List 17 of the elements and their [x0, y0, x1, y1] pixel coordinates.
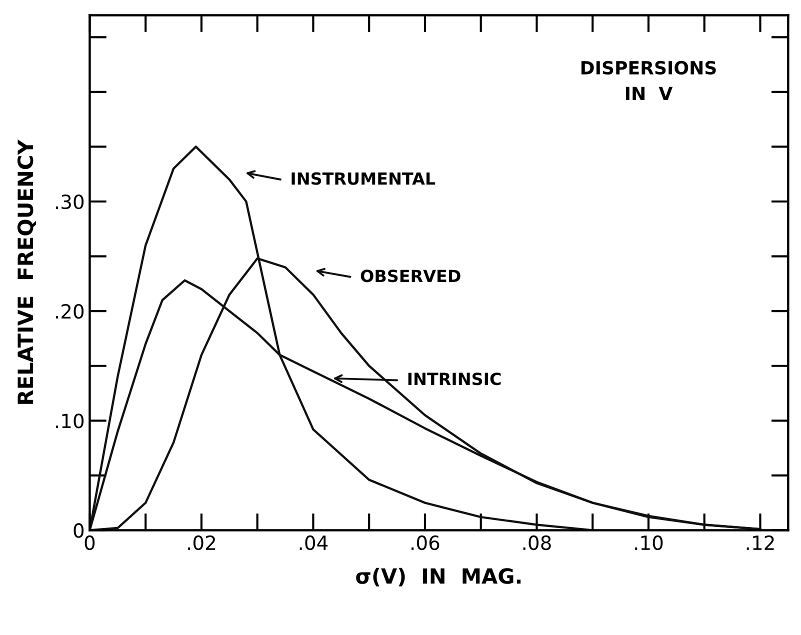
annotation: DISPERSIONS IN V: [581, 60, 716, 100]
y-tick-label: 0: [74, 523, 84, 538]
x-axis-title: σ(V) IN MAG.: [356, 568, 521, 586]
y-tick-label: .20: [56, 304, 84, 319]
x-tick-label: 0: [84, 535, 95, 550]
x-tick-label: .02: [188, 535, 215, 550]
x-tick-label: .10: [635, 535, 663, 550]
x-tick-label: .08: [523, 535, 551, 550]
annotation: OBSERVED: [360, 270, 460, 282]
annotation: INSTRUMENTAL: [292, 172, 436, 185]
x-tick-label: .04: [300, 535, 328, 550]
y-axis-title: RELATIVE FREQUENCY: [17, 140, 36, 404]
annotation: INTRINSIC: [408, 372, 501, 386]
y-tick-label: .10: [56, 414, 84, 428]
y-tick-label: .30: [56, 194, 84, 210]
x-tick-label: .12: [746, 535, 774, 550]
x-tick-label: .06: [412, 535, 440, 550]
